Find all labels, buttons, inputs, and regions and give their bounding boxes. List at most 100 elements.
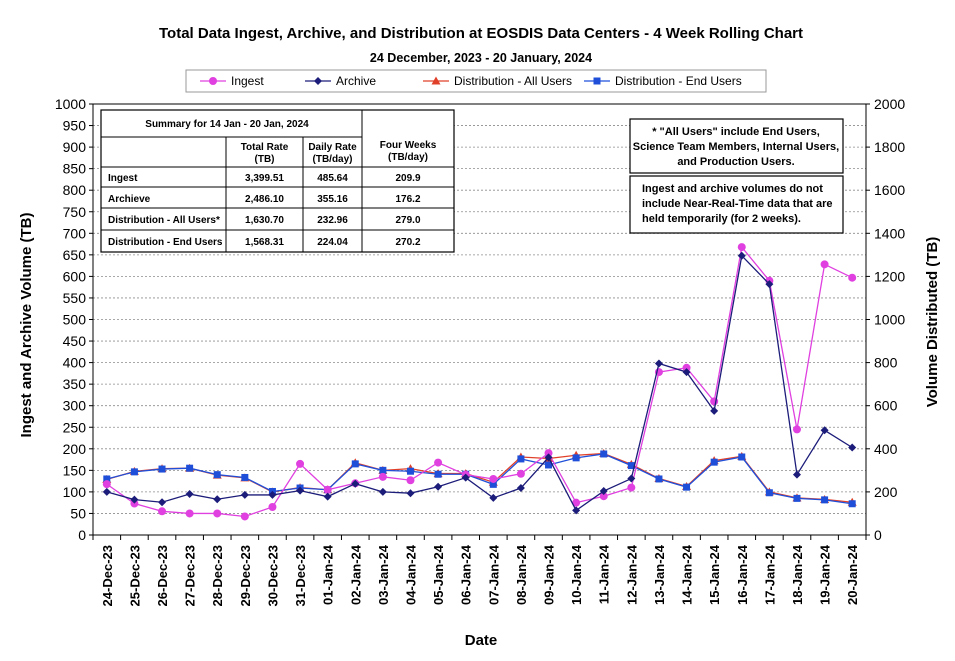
data-point-ingest xyxy=(213,509,222,518)
series-line-distribution-end-users xyxy=(106,453,853,505)
left-tick-label: 50 xyxy=(70,505,86,521)
table-cell-label: Distribution - End Users xyxy=(108,237,223,248)
data-point-distribution-end-users xyxy=(793,494,801,502)
left-tick-label: 800 xyxy=(63,182,87,198)
data-point-ingest xyxy=(682,363,691,372)
data-point-distribution-end-users xyxy=(738,453,746,461)
data-point-archive xyxy=(240,490,249,499)
right-tick-label: 800 xyxy=(874,355,898,371)
right-tick-label: 1800 xyxy=(874,139,905,155)
x-axis-label: Date xyxy=(465,632,498,649)
table-cell-label: Distribution - All Users* xyxy=(108,215,220,226)
x-tick-label: 29-Dec-23 xyxy=(238,545,253,606)
data-point-distribution-end-users xyxy=(710,458,718,466)
left-tick-label: 1000 xyxy=(55,96,86,112)
x-tick-label: 11-Jan-24 xyxy=(597,544,612,604)
x-tick-label: 15-Jan-24 xyxy=(707,544,722,605)
right-tick-label: 600 xyxy=(874,398,898,414)
x-tick-label: 16-Jan-24 xyxy=(735,544,750,605)
data-point-ingest xyxy=(323,485,332,494)
left-tick-label: 400 xyxy=(63,355,87,371)
data-point-distribution-end-users xyxy=(379,466,387,474)
left-tick-label: 150 xyxy=(63,462,87,478)
note-text: and Production Users. xyxy=(677,156,794,168)
left-tick-label: 600 xyxy=(63,268,87,284)
table-cell-label: Ingest xyxy=(108,173,138,184)
data-point-archive xyxy=(130,495,139,504)
table-header: Four Weeks xyxy=(380,140,437,151)
data-point-distribution-end-users xyxy=(545,461,553,469)
x-tick-label: 24-Dec-23 xyxy=(100,545,115,606)
table-header: (TB/day) xyxy=(313,154,353,165)
right-tick-label: 0 xyxy=(874,527,882,543)
left-tick-label: 750 xyxy=(63,204,87,220)
data-point-archive xyxy=(765,280,774,289)
table-cell: 1,630.70 xyxy=(245,215,284,226)
legend-box xyxy=(185,69,767,93)
data-point-archive xyxy=(544,453,553,462)
x-tick-label: 31-Dec-23 xyxy=(293,545,308,606)
x-tick-label: 18-Jan-24 xyxy=(790,544,805,605)
data-point-distribution-end-users xyxy=(213,471,221,479)
legend-label: Ingest xyxy=(231,74,264,88)
data-point-archive xyxy=(792,470,801,479)
data-point-ingest xyxy=(185,509,194,518)
left-tick-label: 950 xyxy=(63,118,87,134)
right-tick-label: 200 xyxy=(874,484,898,500)
data-point-distribution-end-users xyxy=(655,475,663,483)
table-cell: 224.04 xyxy=(317,237,348,248)
data-point-distribution-end-users xyxy=(683,483,691,491)
data-point-archive xyxy=(323,492,332,501)
left-tick-label: 850 xyxy=(63,161,87,177)
left-tick-label: 500 xyxy=(63,312,87,328)
x-tick-label: 10-Jan-24 xyxy=(569,544,584,605)
table-cell: 232.96 xyxy=(317,215,348,226)
data-point-archive xyxy=(516,484,525,493)
data-point-archive xyxy=(406,489,415,498)
data-point-ingest xyxy=(158,507,167,516)
left-tick-label: 650 xyxy=(63,247,87,263)
data-point-distribution-end-users xyxy=(600,450,608,458)
data-point-ingest xyxy=(406,476,415,485)
x-tick-label: 02-Jan-24 xyxy=(348,544,363,605)
left-tick-label: 450 xyxy=(63,333,87,349)
x-tick-label: 03-Jan-24 xyxy=(376,544,391,605)
data-point-ingest xyxy=(544,449,553,458)
right-tick-label: 1600 xyxy=(874,182,905,198)
chart-subtitle: 24 December, 2023 - 20 January, 2024 xyxy=(370,51,592,65)
data-point-ingest xyxy=(820,260,829,269)
data-point-distribution-end-users xyxy=(572,454,580,462)
note-box-nrt xyxy=(629,175,844,234)
legend-label: Archive xyxy=(336,74,376,88)
note-text: Ingest and archive volumes do not xyxy=(642,183,823,195)
table-cell: 355.16 xyxy=(317,194,348,205)
data-point-archive xyxy=(351,479,360,488)
note-box-all-users xyxy=(629,118,844,174)
data-point-archive xyxy=(737,251,746,260)
data-point-ingest xyxy=(737,243,746,252)
x-tick-label: 30-Dec-23 xyxy=(265,545,280,606)
data-point-ingest xyxy=(792,425,801,434)
data-point-archive xyxy=(627,474,636,483)
notes: * "All Users" include End Users, Science … xyxy=(629,118,844,234)
data-point-archive xyxy=(461,473,470,482)
data-point-distribution-end-users xyxy=(434,470,442,478)
legend-label: Distribution - All Users xyxy=(454,74,572,88)
left-axis: 0 50 100 150 200 250 300 350 400 450 500 550 600 650 7… xyxy=(55,96,93,543)
data-point-distribution-end-users xyxy=(489,480,497,488)
data-point-archive xyxy=(654,359,663,368)
series-ingest xyxy=(102,243,857,521)
y-axis-right-label: Volume Distributed (TB) xyxy=(924,237,941,408)
data-point-ingest xyxy=(516,469,525,478)
data-point-archive xyxy=(185,490,194,499)
left-tick-label: 0 xyxy=(78,527,86,543)
data-point-distribution-end-users xyxy=(130,468,138,476)
table-cell: 270.2 xyxy=(395,237,420,248)
data-point-archive xyxy=(848,443,857,452)
data-point-distribution-end-users xyxy=(103,475,111,483)
table-header: (TB/day) xyxy=(388,152,428,163)
left-tick-label: 300 xyxy=(63,398,87,414)
note-text: Science Team Members, Internal Users, xyxy=(633,141,839,153)
table-title: Summary for 14 Jan - 20 Jan, 2024 xyxy=(145,119,309,130)
